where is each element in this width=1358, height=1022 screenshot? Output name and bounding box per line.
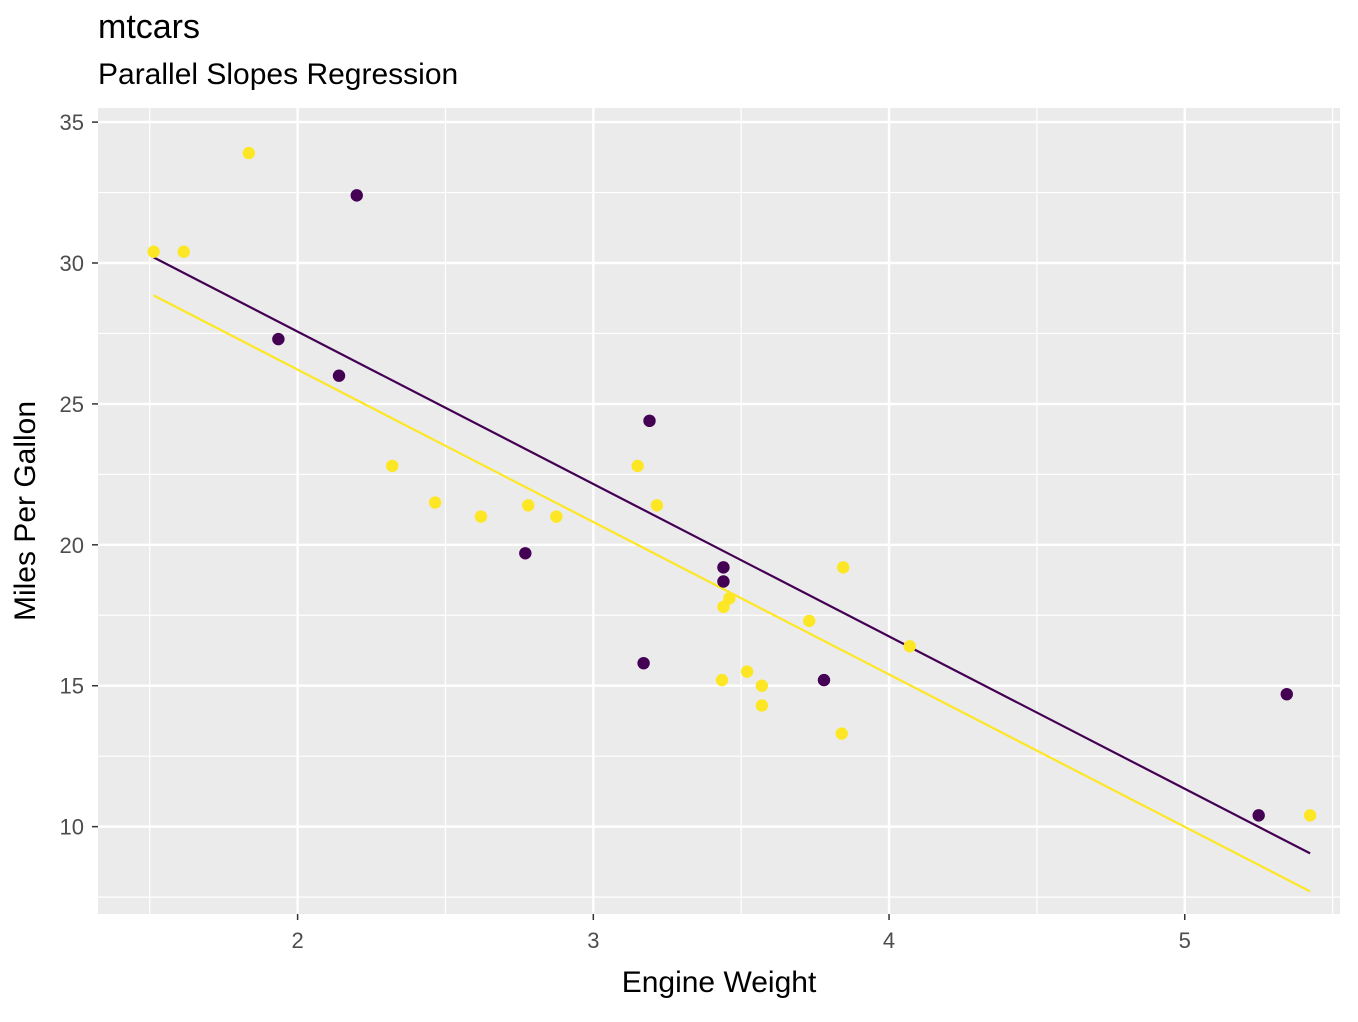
data-point <box>837 561 850 574</box>
data-point <box>428 496 442 509</box>
x-tick-label: 5 <box>1179 928 1191 953</box>
data-point <box>386 459 399 473</box>
data-point <box>332 369 346 382</box>
data-point <box>835 727 848 740</box>
minor-gridlines <box>98 108 1340 914</box>
x-tick-label: 2 <box>291 928 303 953</box>
data-point <box>522 499 535 512</box>
y-tick-label: 35 <box>60 110 84 135</box>
y-tick-label: 25 <box>60 392 84 417</box>
x-tick-label: 3 <box>587 928 599 953</box>
data-point <box>519 547 532 560</box>
data-point <box>474 510 488 523</box>
major-gridlines <box>98 108 1340 914</box>
data-point <box>650 499 664 512</box>
data-point <box>802 614 816 628</box>
data-points <box>147 146 1317 822</box>
x-axis-title: Engine Weight <box>622 966 817 999</box>
chart-title: mtcars <box>98 8 200 46</box>
chart-subtitle: Parallel Slopes Regression <box>98 58 459 91</box>
data-point <box>717 575 730 588</box>
data-point <box>350 189 363 202</box>
plot-panel <box>98 108 1340 914</box>
data-point <box>550 510 563 523</box>
y-tick-label: 15 <box>60 674 84 699</box>
data-point <box>631 459 644 473</box>
data-point <box>177 245 190 258</box>
data-point <box>740 665 754 678</box>
y-axis-title: Miles Per Gallon <box>9 401 42 621</box>
data-point <box>717 561 730 574</box>
data-point <box>755 679 769 692</box>
y-tick-label: 10 <box>60 815 84 840</box>
data-point <box>1303 809 1317 822</box>
data-point <box>272 332 285 346</box>
data-point <box>1280 687 1293 701</box>
x-tick-label: 4 <box>883 928 895 953</box>
data-point <box>637 656 650 670</box>
axis-ticks: 2 3 4 5 10 15 20 25 30 35 <box>60 110 1191 953</box>
regression-line <box>153 256 1311 855</box>
y-tick-label: 30 <box>60 251 84 276</box>
data-point <box>903 640 916 653</box>
data-point <box>755 699 769 712</box>
data-point <box>147 245 160 258</box>
data-point <box>715 673 729 687</box>
data-point <box>723 592 736 605</box>
y-tick-label: 20 <box>60 533 84 558</box>
data-point <box>643 414 656 428</box>
data-point <box>1252 809 1265 822</box>
data-point <box>817 673 831 687</box>
data-point <box>242 146 256 160</box>
